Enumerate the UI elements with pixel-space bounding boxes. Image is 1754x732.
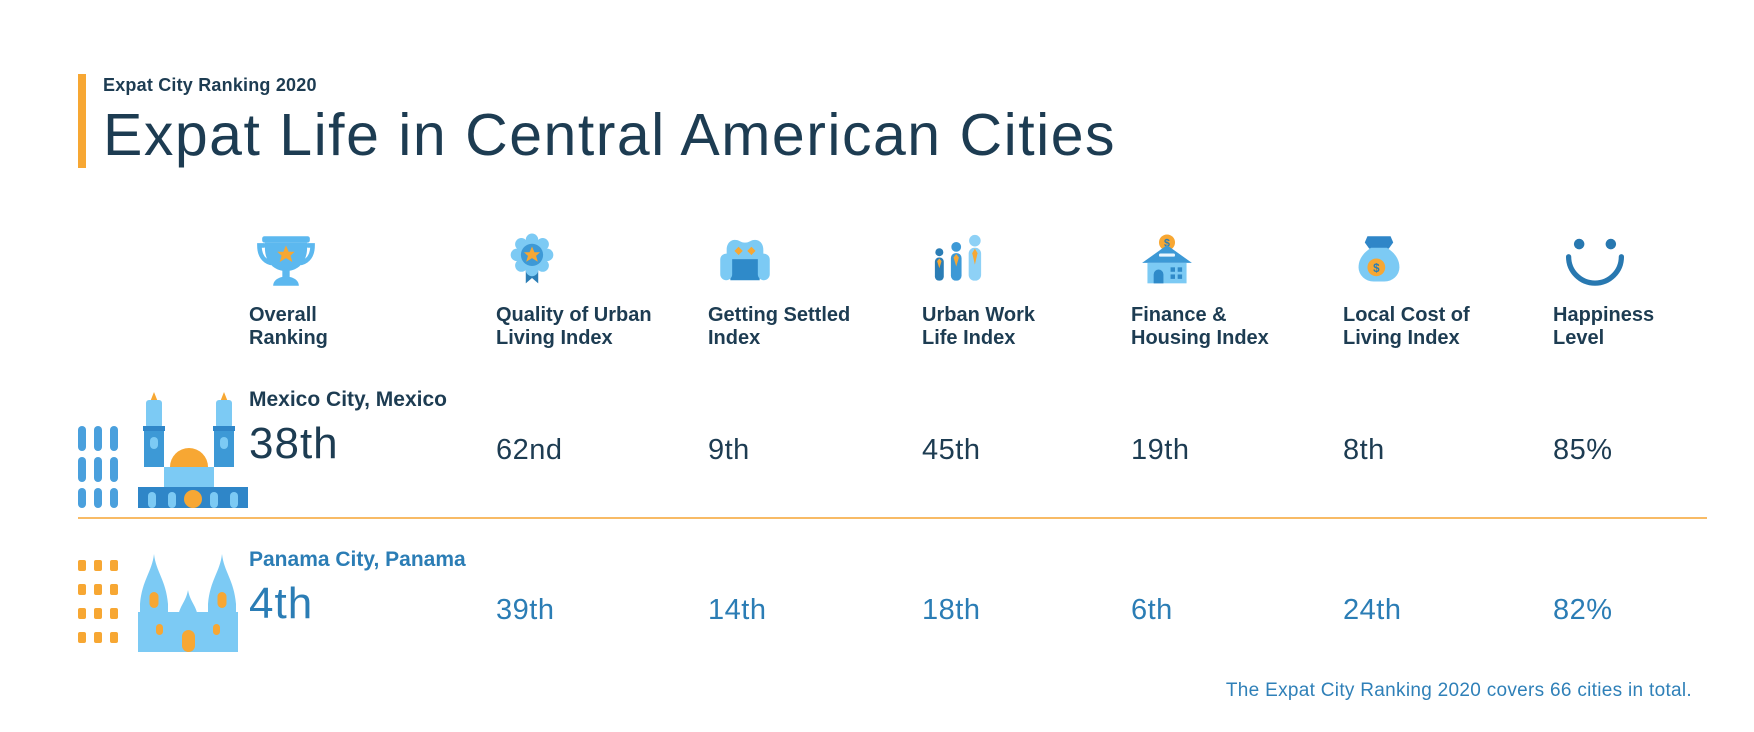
column-label: Living Index xyxy=(1343,327,1460,349)
money-bag-icon: $ xyxy=(1358,236,1400,282)
smiley-face-icon xyxy=(1565,238,1625,286)
value-happiness-level: 82% xyxy=(1553,594,1613,626)
armchair-icon xyxy=(720,239,770,281)
value-local-cost-of-living: 24th xyxy=(1343,594,1402,626)
value-getting-settled: 9th xyxy=(708,434,750,466)
value-local-cost-of-living: 8th xyxy=(1343,434,1385,466)
column-label: Local Cost of xyxy=(1343,304,1470,326)
column-label: Housing Index xyxy=(1131,327,1269,349)
column-label: Ranking xyxy=(249,327,328,349)
table-row-panama-city: Panama City, Panama 4th 39th 14th 18th 6… xyxy=(78,548,1754,673)
svg-text:$: $ xyxy=(1373,263,1380,275)
column-header-finance-housing: $ Finance & Housing Index xyxy=(1131,204,1343,350)
column-header-quality-of-urban-living: Quality of Urban Living Index xyxy=(496,204,708,350)
header-spacer xyxy=(78,204,249,350)
city-name: Panama City, Panama xyxy=(249,548,466,571)
table-header-row: Overall Ranking Quality of Urban xyxy=(78,204,1754,350)
value-urban-work-life: 18th xyxy=(922,594,981,626)
accent-bar xyxy=(78,74,86,168)
column-label: Getting Settled xyxy=(708,304,851,326)
value-finance-housing: 19th xyxy=(1131,434,1190,466)
value-quality-of-urban-living: 39th xyxy=(496,594,555,626)
column-header-overall-ranking: Overall Ranking xyxy=(249,204,496,350)
svg-text:$: $ xyxy=(1164,237,1170,249)
column-label: Life Index xyxy=(922,327,1016,349)
trophy-icon xyxy=(257,236,315,286)
column-header-local-cost-of-living: $ Local Cost of Living Index xyxy=(1343,204,1553,350)
column-header-urban-work-life: Urban Work Life Index xyxy=(922,204,1131,350)
column-label: Overall xyxy=(249,304,317,326)
column-label: Living Index xyxy=(496,327,613,349)
rosette-award-icon xyxy=(510,233,554,284)
page-title: Expat Life in Central American Cities xyxy=(103,102,1117,168)
column-label: Index xyxy=(708,327,761,349)
column-header-happiness-level: Happiness Level xyxy=(1553,204,1754,350)
city-name: Mexico City, Mexico xyxy=(249,388,448,411)
footer-note: The Expat City Ranking 2020 covers 66 ci… xyxy=(1225,680,1692,701)
column-label: Quality of Urban xyxy=(496,304,652,326)
column-label: Happiness xyxy=(1553,304,1655,326)
value-happiness-level: 85% xyxy=(1553,434,1613,466)
row-divider xyxy=(78,517,1707,519)
column-label: Level xyxy=(1553,327,1605,349)
value-getting-settled: 14th xyxy=(708,594,767,626)
overall-rank-value: 4th xyxy=(249,579,314,628)
table-row-mexico-city: Mexico City, Mexico 38th 62nd 9th 45th 1… xyxy=(78,388,1754,513)
mexico-city-illustration-icon xyxy=(78,392,248,508)
header: Expat City Ranking 2020 Expat Life in Ce… xyxy=(78,74,1116,169)
panama-city-illustration-icon xyxy=(78,554,238,652)
work-people-icon xyxy=(934,234,982,281)
value-finance-housing: 6th xyxy=(1131,594,1173,626)
value-urban-work-life: 45th xyxy=(922,434,981,466)
column-label: Finance & xyxy=(1131,304,1227,326)
eyebrow-text: Expat City Ranking 2020 xyxy=(103,75,317,95)
column-label: Urban Work xyxy=(922,304,1035,326)
column-header-getting-settled: Getting Settled Index xyxy=(708,204,922,350)
value-quality-of-urban-living: 62nd xyxy=(496,434,563,466)
house-piggy-bank-icon: $ xyxy=(1142,234,1192,284)
overall-rank-value: 38th xyxy=(249,419,339,468)
